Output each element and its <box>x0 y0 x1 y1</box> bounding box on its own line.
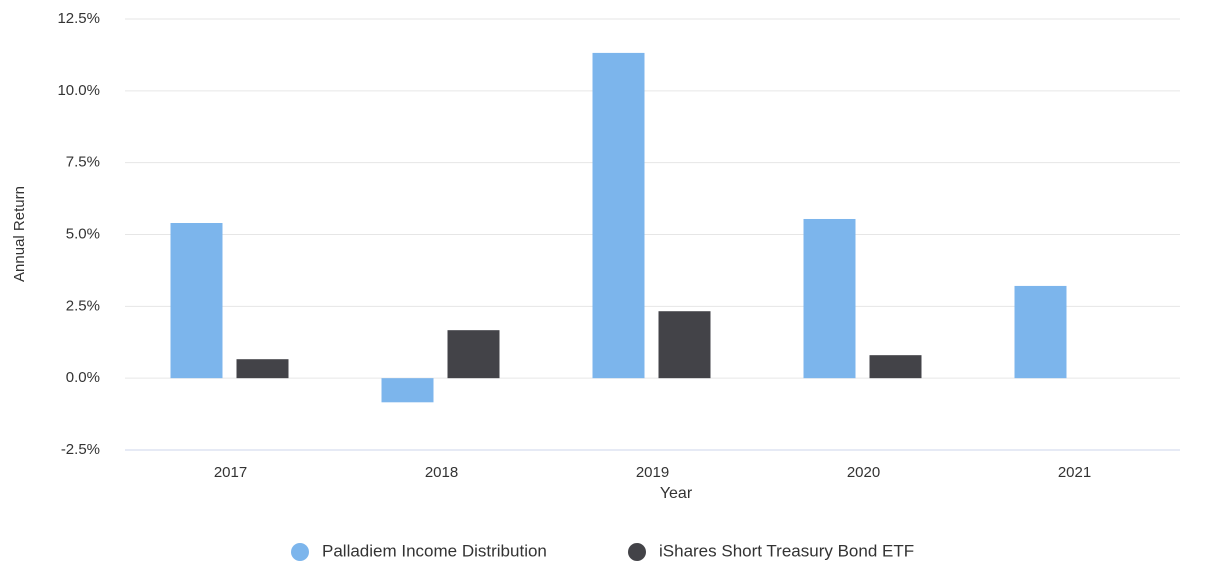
y-tick-label: 12.5% <box>57 10 100 27</box>
legend-label[interactable]: iShares Short Treasury Bond ETF <box>659 541 914 560</box>
bar <box>803 218 856 379</box>
x-tick-label: 2021 <box>1058 464 1091 481</box>
bar <box>170 223 223 379</box>
bar <box>658 311 711 379</box>
y-tick-label: 7.5% <box>66 154 100 171</box>
legend-marker[interactable] <box>628 543 646 561</box>
y-tick-label: 2.5% <box>66 297 100 314</box>
legend-label[interactable]: Palladiem Income Distribution <box>322 541 547 560</box>
y-axis-label: Annual Return <box>11 186 28 282</box>
legend-marker[interactable] <box>291 543 309 561</box>
bar <box>447 330 500 379</box>
y-tick-label: 0.0% <box>66 369 100 386</box>
bar <box>1014 285 1067 379</box>
bar <box>592 52 645 379</box>
bar <box>381 378 434 403</box>
x-tick-label: 2018 <box>425 464 458 481</box>
x-tick-label: 2017 <box>214 464 247 481</box>
y-tick-label: 10.0% <box>57 82 100 99</box>
bar <box>869 355 922 379</box>
y-tick-label: 5.0% <box>66 225 100 242</box>
x-tick-label: 2019 <box>636 464 669 481</box>
x-axis-label: Year <box>660 485 693 502</box>
y-tick-label: -2.5% <box>61 441 100 458</box>
x-tick-label: 2020 <box>847 464 880 481</box>
bar <box>236 359 289 379</box>
